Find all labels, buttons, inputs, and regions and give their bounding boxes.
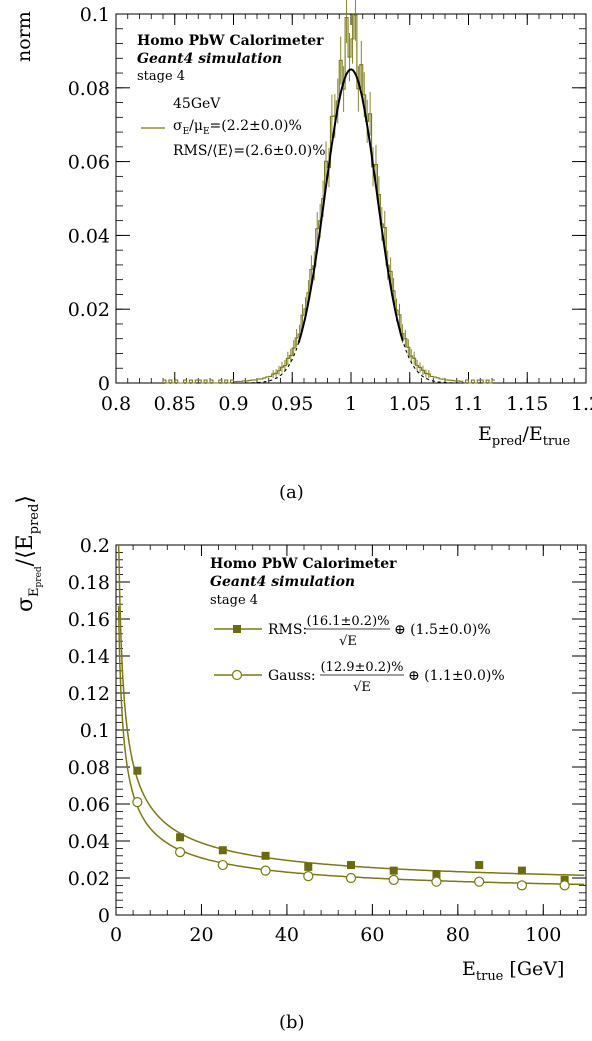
x-tick-label-a: 1 — [345, 393, 357, 415]
y-tick-label-b: 0.18 — [68, 572, 110, 594]
legend-rms-name: RMS: — [268, 622, 307, 638]
energy-label: 45GeV — [173, 96, 221, 112]
gauss-point — [345, 872, 357, 884]
y-tick-label-b: 0.1 — [80, 720, 110, 742]
legend-stage-a: stage 4 — [137, 69, 185, 84]
x-tick-label-a: 1.15 — [506, 393, 548, 415]
x-tick-label-a: 1.05 — [389, 393, 431, 415]
caption-b: (b) — [279, 1012, 305, 1033]
gauss-point — [559, 880, 570, 891]
x-tick-label-b: 100 — [525, 924, 561, 946]
rms-point — [432, 870, 441, 879]
data-points — [132, 766, 570, 891]
legend-rms-formula-den: √E — [339, 634, 357, 649]
x-axis-label-a: Epred/Etrue — [478, 423, 571, 449]
sigma-label: σE/μE=(2.2±0.0)% — [173, 118, 302, 137]
legend-subtitle-a: Geant4 simulation — [137, 51, 282, 67]
fit-curve-rms — [117, 544, 585, 877]
rms-point — [475, 861, 484, 870]
rms-point — [304, 862, 313, 871]
legend-gauss-formula-num: (12.9±0.2)% — [320, 660, 403, 675]
panel-b: 0 20 40 60 80 100 0 0.02 0.04 0.06 0.08 0.1 0.12 0.14… — [13, 495, 587, 984]
rms-point — [133, 766, 142, 775]
legend-a: Homo PbW Calorimeter Geant4 simulation s… — [137, 33, 326, 159]
gauss-point — [260, 865, 271, 876]
y-tick-label-a: 0.02 — [68, 299, 110, 321]
y-tick-label-b: 0.04 — [68, 831, 110, 853]
y-tick-label-b: 0.14 — [68, 646, 110, 668]
gauss-point — [431, 876, 442, 887]
rms-point — [176, 833, 185, 842]
y-tick-label-b: 0 — [98, 905, 110, 927]
legend-gauss-formula-den: √E — [353, 680, 371, 695]
gauss-fit-extrapolation — [233, 68, 468, 384]
rms-point — [560, 875, 569, 884]
gauss-point — [303, 871, 314, 882]
y-tick-label-a: 0.06 — [68, 152, 110, 174]
gauss-fit-line — [297, 68, 404, 343]
y-tick-label-b: 0.12 — [68, 683, 110, 705]
x-axis-label-b: Etrue [GeV] — [462, 958, 564, 984]
x-tick-label-a: 0.8 — [101, 393, 131, 415]
y-tick-label-a: 0.08 — [68, 78, 110, 100]
rms-point — [517, 866, 526, 875]
plot-frame-b — [115, 544, 587, 916]
legend-rms-marker — [233, 625, 241, 633]
fit-curves — [117, 544, 585, 886]
x-tick-label-a: 0.85 — [154, 393, 196, 415]
axis-ticks-a: 0.8 0.85 0.9 0.95 1 1.05 1.1 1.15 1.2 0 0.02 0.04 0.… — [68, 4, 592, 415]
x-tick-label-b: 20 — [189, 924, 213, 946]
y-tick-label-b: 0.02 — [68, 868, 110, 890]
rms-point — [347, 861, 355, 870]
x-tick-label-b: 60 — [360, 924, 384, 946]
y-tick-label-b: 0.2 — [80, 535, 110, 557]
legend-rms-formula-num: (16.1±0.2)% — [306, 614, 389, 629]
y-axis-label-b: σEpred/⟨Epred⟩ — [13, 495, 44, 612]
y-tick-label-a: 0.1 — [80, 4, 110, 26]
gauss-point — [132, 797, 143, 808]
caption-a: (a) — [279, 482, 304, 503]
panel-a: 0.8 0.85 0.9 0.95 1 1.05 1.1 1.15 1.2 0 0.02 0.04 0.… — [13, 0, 592, 449]
rms-point — [218, 846, 227, 855]
gauss-point — [217, 859, 228, 871]
x-tick-label-a: 1.2 — [571, 393, 592, 415]
y-tick-label-b: 0.08 — [68, 757, 110, 779]
rms-point — [389, 866, 398, 875]
x-tick-label-b: 80 — [446, 924, 470, 946]
legend-gauss-formula-tail: ⊕ (1.1±0.0)% — [408, 668, 505, 684]
gauss-fit — [233, 68, 468, 384]
axis-ticks-b: 0 20 40 60 80 100 0 0.02 0.04 0.06 0.08 0.1 0.12 0.14… — [68, 535, 586, 946]
x-tick-label-a: 0.95 — [271, 393, 313, 415]
y-tick-label-a: 0 — [98, 373, 110, 395]
legend-rms-formula-tail: ⊕ (1.5±0.0)% — [394, 622, 491, 638]
y-tick-label-b: 0.06 — [68, 794, 110, 816]
rms-label: RMS/⟨E⟩=(2.6±0.0)% — [173, 143, 326, 159]
y-tick-label-b: 0.16 — [68, 609, 110, 631]
legend-b: Homo PbW Calorimeter Geant4 simulation s… — [210, 556, 505, 695]
y-axis-label-a: norm — [13, 11, 35, 62]
gauss-point — [516, 880, 528, 891]
legend-title-b: Homo PbW Calorimeter — [210, 556, 397, 572]
y-tick-label-a: 0.04 — [68, 225, 110, 247]
rms-point — [261, 851, 270, 860]
legend-subtitle-b: Geant4 simulation — [210, 574, 355, 590]
gauss-point — [388, 874, 399, 885]
legend-title-a: Homo PbW Calorimeter — [137, 33, 324, 49]
legend-gauss-marker — [231, 669, 243, 681]
histogram-line — [162, 14, 495, 384]
x-tick-label-a: 1.1 — [453, 393, 483, 415]
x-tick-label-a: 0.9 — [218, 393, 248, 415]
x-tick-label-b: 0 — [110, 924, 122, 946]
x-tick-label-b: 40 — [275, 924, 299, 946]
gauss-point — [474, 876, 485, 887]
gauss-point — [174, 846, 186, 858]
legend-gauss-name: Gauss: — [268, 668, 316, 684]
legend-stage-b: stage 4 — [210, 593, 258, 608]
